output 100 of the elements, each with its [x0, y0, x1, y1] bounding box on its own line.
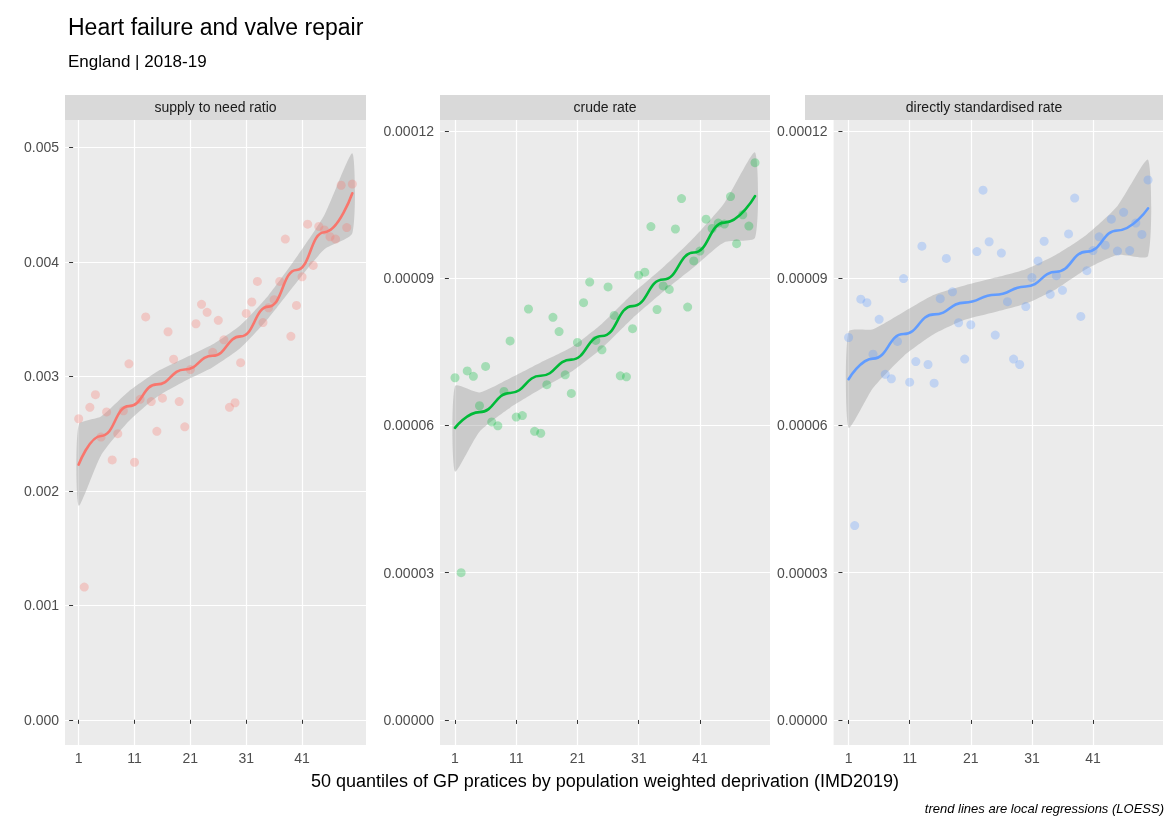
- point: [331, 234, 341, 244]
- point: [275, 276, 285, 286]
- point: [954, 318, 964, 328]
- point: [1045, 289, 1055, 299]
- point: [517, 411, 527, 421]
- point: [603, 282, 613, 292]
- point: [146, 397, 156, 407]
- chart-title: supply to need ratio: [65, 95, 366, 120]
- point: [670, 224, 680, 234]
- point: [1100, 240, 1110, 250]
- y-tick-label: 0.00003: [383, 564, 435, 581]
- x-tick-label: 41: [294, 750, 311, 766]
- point: [475, 401, 484, 411]
- point: [493, 421, 503, 431]
- y-tick-label: 0.001: [23, 597, 60, 614]
- x-tick-label: 21: [182, 750, 199, 766]
- point: [960, 354, 970, 364]
- point: [303, 219, 313, 229]
- point: [107, 455, 117, 465]
- x-tick-label: 21: [569, 750, 586, 766]
- point: [917, 241, 927, 251]
- point: [456, 568, 466, 578]
- point: [224, 402, 234, 412]
- point: [548, 312, 558, 322]
- point: [308, 260, 318, 270]
- y-tick-label: 0.00000: [383, 711, 435, 728]
- point: [1015, 360, 1025, 369]
- point: [923, 360, 933, 369]
- point: [347, 179, 357, 189]
- x-tick-label: 31: [1024, 750, 1040, 766]
- x-tick-label: 31: [238, 750, 255, 766]
- point: [505, 336, 515, 346]
- point: [241, 308, 251, 318]
- y-tick-label: 0.00006: [383, 417, 435, 434]
- point: [844, 333, 854, 342]
- point: [899, 274, 909, 284]
- point: [726, 192, 736, 202]
- point: [152, 426, 162, 436]
- point: [258, 318, 268, 328]
- point: [905, 377, 915, 387]
- point: [291, 300, 301, 310]
- point: [892, 336, 902, 346]
- y-tick-label: 0.00006: [777, 417, 828, 434]
- point: [1070, 193, 1080, 203]
- point: [1112, 246, 1122, 256]
- point: [1143, 175, 1153, 185]
- point: [1002, 297, 1012, 307]
- point: [1125, 246, 1135, 256]
- point: [1137, 229, 1147, 239]
- y-tick-label: 0.002: [23, 482, 60, 499]
- point: [102, 407, 112, 417]
- point: [929, 378, 939, 388]
- chart-title: crude rate: [440, 95, 770, 120]
- point: [701, 214, 711, 224]
- point: [280, 234, 290, 244]
- point: [972, 247, 982, 257]
- y-tick-label: 0.00009: [383, 270, 435, 287]
- text: trend lines are local regressions (LOESS): [924, 801, 1164, 816]
- point: [342, 223, 352, 233]
- point: [732, 239, 742, 249]
- point: [1106, 214, 1116, 224]
- point: [646, 222, 656, 232]
- point: [935, 294, 945, 304]
- x-tick-label: 1: [451, 750, 460, 766]
- point: [219, 335, 229, 345]
- x-tick-label: 21: [963, 750, 979, 766]
- x-axis-title: 50 quantiles of GP pratices by population weighted deprivation (IMD2019): [310, 771, 900, 792]
- point: [996, 248, 1006, 258]
- point: [197, 299, 207, 309]
- point: [1009, 354, 1019, 364]
- text: England | 2018-19: [68, 52, 207, 72]
- line-series: [453, 194, 757, 430]
- point: [90, 390, 100, 400]
- y-tick-label: 0.00012: [383, 122, 435, 139]
- point: [286, 331, 296, 341]
- text: Heart failure and valve repair: [68, 14, 364, 41]
- point: [174, 397, 184, 407]
- point: [862, 298, 872, 308]
- point: [124, 359, 134, 369]
- chart-title: directly standardised rate: [805, 95, 1163, 120]
- point: [1094, 232, 1104, 242]
- point: [163, 327, 173, 337]
- point: [157, 393, 167, 403]
- point: [1033, 256, 1043, 266]
- y-tick-label: 0.000: [23, 711, 60, 728]
- point: [252, 276, 262, 286]
- point: [640, 267, 650, 277]
- point: [850, 521, 860, 531]
- point: [579, 298, 589, 308]
- point: [683, 302, 693, 312]
- point: [130, 457, 140, 467]
- point: [141, 312, 151, 322]
- point: [566, 388, 576, 398]
- y-tick-label: 0.003: [23, 368, 60, 385]
- x-tick-label: 31: [630, 750, 647, 766]
- point: [297, 272, 307, 282]
- point: [628, 324, 638, 334]
- point: [585, 277, 595, 287]
- point: [481, 361, 491, 371]
- point: [677, 194, 687, 204]
